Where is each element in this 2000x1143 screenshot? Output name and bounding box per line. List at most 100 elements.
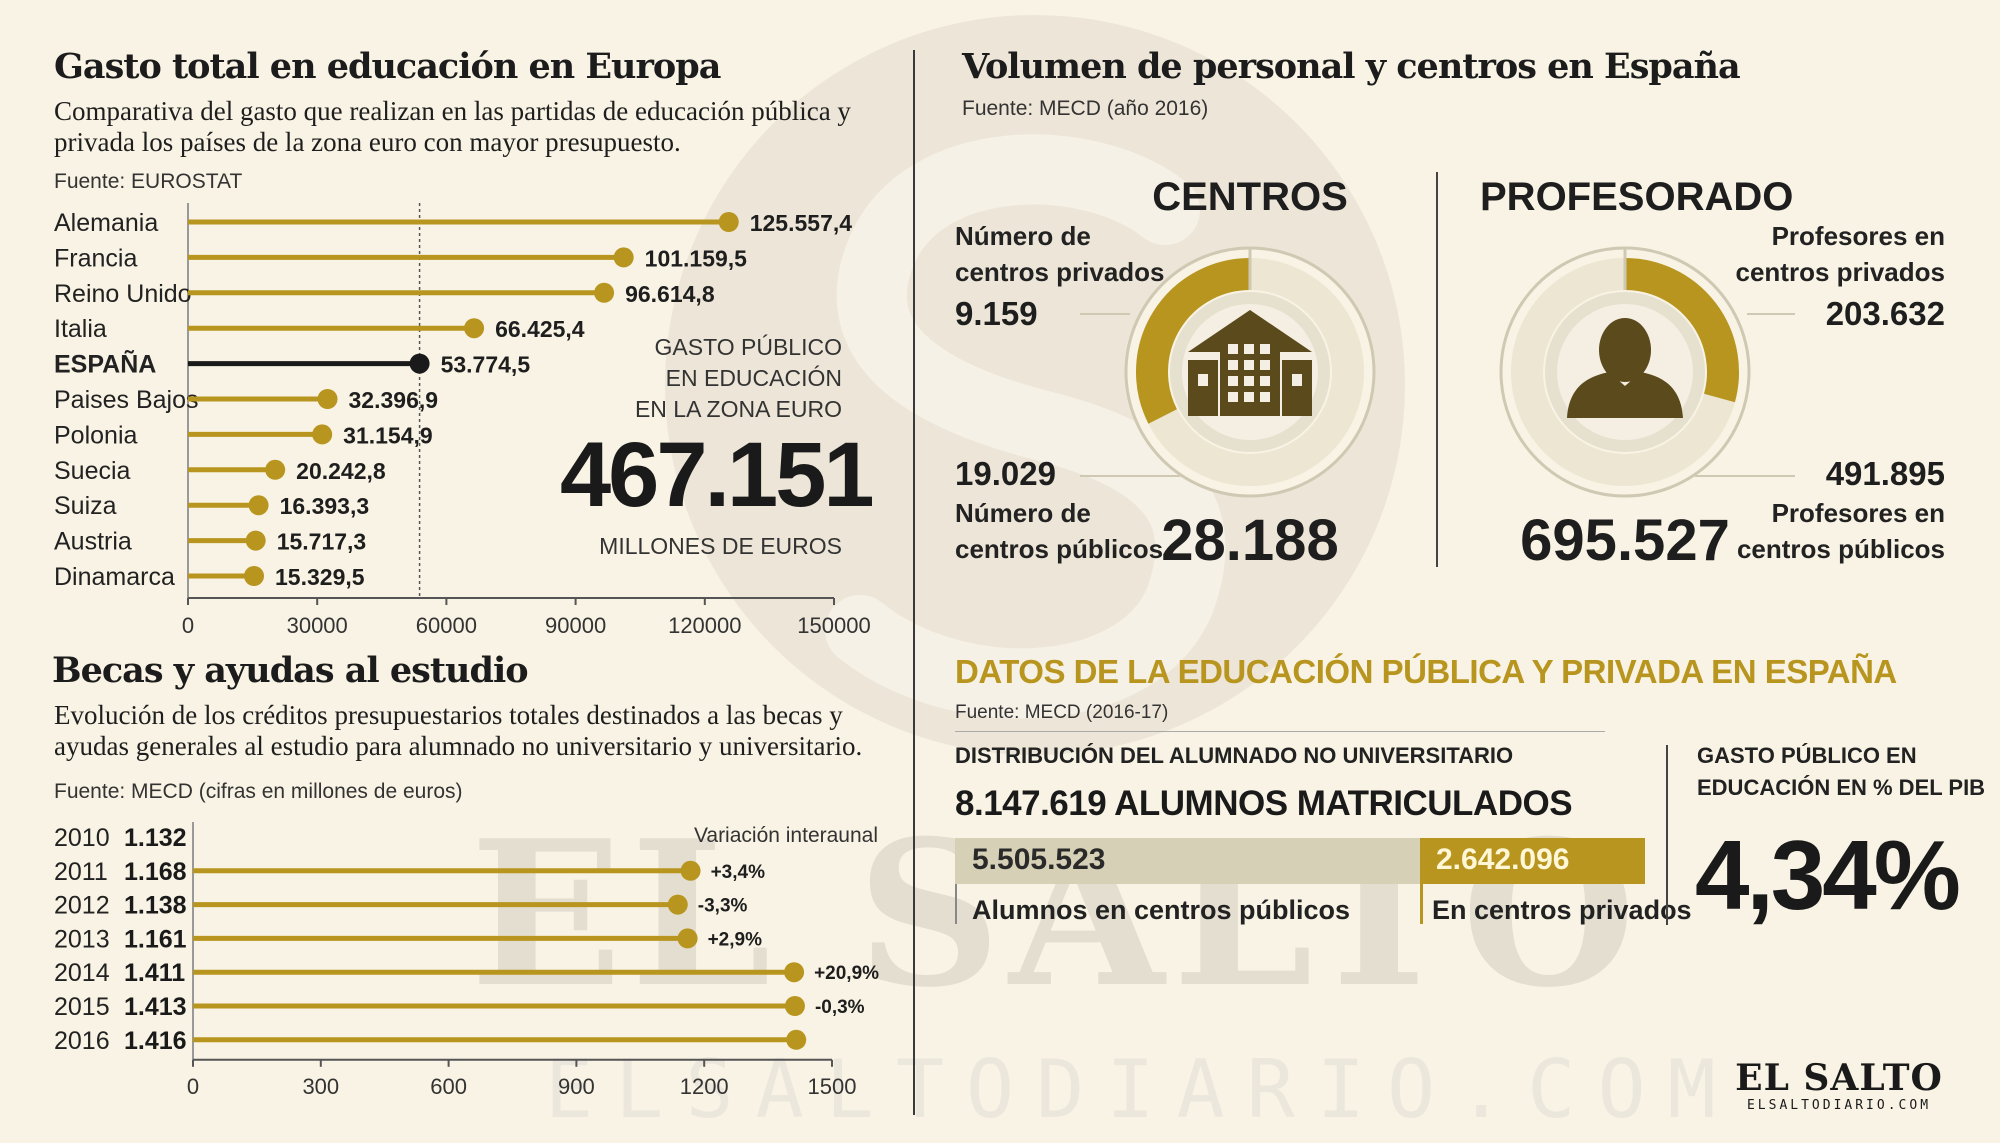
bar-dot [409, 353, 430, 374]
value-label: 1.411 [124, 959, 185, 987]
value-label: 101.159,5 [645, 245, 748, 271]
year-label: 2011 [54, 858, 108, 886]
category-label: Reino Unido [54, 280, 192, 308]
public-tick [955, 884, 957, 924]
variation-label: -3,3% [698, 896, 748, 917]
personal-divider [1436, 172, 1438, 567]
profesorado-total: 695.527 [1520, 508, 1730, 573]
donut-private-slice [1624, 258, 1739, 403]
x-tick-label: 60000 [416, 613, 477, 638]
prof-pub-label-2: centros públicos [1736, 534, 1945, 564]
year-label: 2012 [54, 892, 110, 920]
datos-top-rule [955, 731, 1605, 732]
bar-dot [464, 318, 485, 339]
prof-pub-value: 491.895 [1825, 455, 1945, 492]
europe-total-label-3: EN LA ZONA EURO [634, 396, 842, 422]
value-label: 15.717,3 [277, 529, 367, 555]
x-tick-label: 90000 [545, 613, 606, 638]
value-label: 53.774,5 [441, 352, 531, 378]
prof-pub-label-1: Profesores en [1771, 498, 1945, 528]
bar-dot [718, 212, 739, 232]
value-label: 31.154,9 [343, 422, 433, 448]
public-value: 5.505.523 [972, 843, 1106, 876]
variation-label: +2,9% [708, 929, 763, 950]
matriculados: 8.147.619 ALUMNOS MATRICULADOS [955, 784, 1573, 823]
distribution-bar [955, 838, 1645, 884]
bar-dot [594, 282, 615, 303]
prof-priv-label-1: Profesores en [1771, 221, 1945, 251]
centros-priv-label: Número de centros privados [955, 218, 1165, 290]
building-icon [1188, 310, 1312, 416]
value-label: 1.138 [124, 892, 187, 920]
category-label: Paises Bajos [54, 386, 199, 414]
bar-dot [680, 860, 701, 881]
bar-dot [244, 566, 265, 586]
bar-dot [784, 962, 805, 983]
x-tick-label: 300 [302, 1074, 339, 1099]
category-label: Dinamarca [54, 563, 175, 591]
centros-donut [1080, 246, 1376, 498]
value-label: 125.557,4 [750, 210, 853, 236]
prof-priv-label-2: centros privados [1735, 257, 1945, 287]
datos-title: DATOS DE LA EDUCACIÓN PÚBLICA Y PRIVADA … [955, 653, 1897, 690]
europe-title: Gasto total en educación en Europa [54, 46, 721, 87]
year-label: 2013 [54, 925, 110, 953]
prof-pub-label: Profesores en centros públicos [1700, 495, 1945, 567]
europe-subtitle: Comparativa del gasto que realizan en la… [54, 96, 851, 157]
x-tick-label: 30000 [287, 613, 348, 638]
becas-variation-label: Variación interaunal [693, 824, 878, 847]
private-value: 2.642.096 [1436, 843, 1570, 876]
centros-priv-label-2: centros privados [955, 257, 1165, 287]
europe-chart: 0 30000 60000 90000 120000 150000 Alemania 125.… [54, 203, 871, 638]
elsalto-logo: EL SALTO ELSALTODIARIO.COM [1730, 1058, 1948, 1113]
value-label: 1.413 [124, 993, 187, 1021]
bar-dot [265, 459, 286, 480]
pib-value: 4,34% [1695, 820, 1961, 930]
value-label: 1.168 [124, 858, 187, 886]
x-tick-label: 120000 [668, 613, 741, 638]
profesorado-donut [1499, 246, 1795, 498]
x-tick-label: 0 [182, 613, 194, 638]
bar-dot [613, 247, 634, 268]
becas-subtitle: Evolución de los créditos presupuestario… [54, 700, 863, 761]
category-label: ESPAÑA [54, 349, 156, 379]
column-divider [913, 50, 915, 1115]
personal-title: Volumen de personal y centros en España [962, 46, 1741, 87]
bar-dot [312, 424, 333, 445]
variation-label: +20,9% [814, 963, 879, 984]
year-label: 2016 [54, 1027, 110, 1055]
person-icon [1567, 318, 1683, 418]
public-label: Alumnos en centros públicos [972, 895, 1351, 925]
becas-chart: 0 300 600 900 1200 1500 2010 1.132 2011 1.168 +3,4… [54, 822, 879, 1099]
pib-divider [1666, 745, 1668, 925]
private-label: En centros privados [1432, 895, 1692, 925]
becas-title: Becas y ayudas al estudio [52, 650, 529, 691]
x-tick-label: 1200 [680, 1074, 729, 1099]
x-tick-label: 600 [430, 1074, 467, 1099]
bar-dot [317, 389, 338, 409]
year-label: 2015 [54, 993, 110, 1021]
value-label: 96.614,8 [625, 281, 715, 307]
dist-label: DISTRIBUCIÓN DEL ALUMNADO NO UNIVERSITAR… [955, 743, 1514, 768]
year-label: 2014 [54, 959, 110, 987]
donut-private-slice [1136, 258, 1251, 424]
centros-pub-label-1: Número de [955, 498, 1091, 528]
prof-priv-value: 203.632 [1825, 295, 1945, 332]
value-label: 16.393,3 [280, 493, 370, 519]
bar-dot [667, 894, 688, 915]
x-tick-label: 0 [187, 1074, 199, 1099]
year-label: 2010 [54, 824, 110, 852]
value-label: 1.416 [124, 1027, 187, 1055]
europe-source: Fuente: EUROSTAT [54, 170, 243, 193]
logo-name: EL SALTO [1735, 1057, 1943, 1099]
centros-pub-label-2: centros públicos [955, 534, 1164, 564]
pib-label-2: EDUCACIÓN EN % DEL PIB [1697, 775, 1986, 800]
category-label: Austria [54, 528, 132, 556]
personal-source: Fuente: MECD (año 2016) [962, 97, 1209, 120]
value-label: 15.329,5 [275, 564, 365, 590]
private-segment [1421, 838, 1645, 884]
bar-dot [245, 530, 266, 551]
centros-pub-value: 19.029 [955, 455, 1056, 492]
x-tick-label: 150000 [797, 613, 870, 638]
